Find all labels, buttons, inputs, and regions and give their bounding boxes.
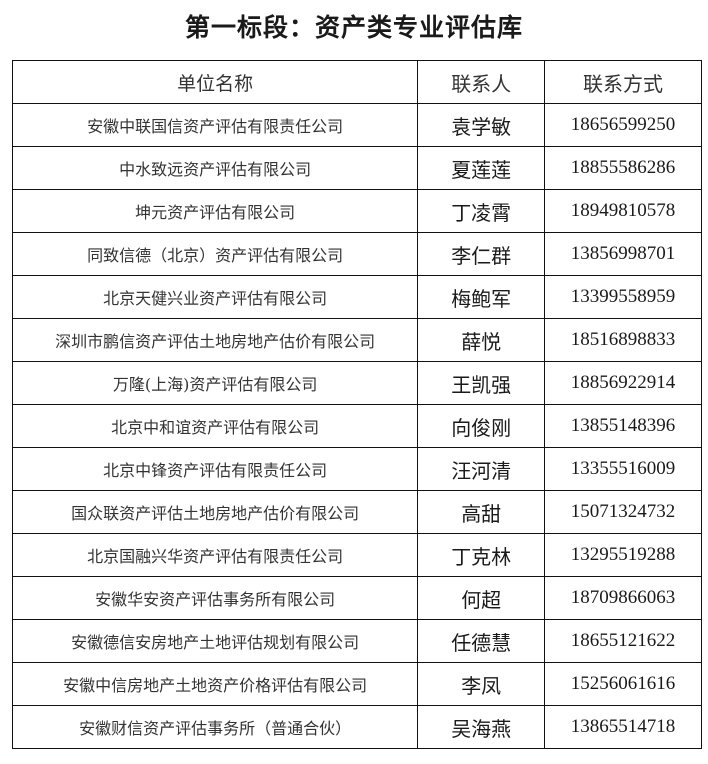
table-row: 万隆(上海)资产评估有限公司 王凯强 18856922914 bbox=[11, 361, 702, 405]
table-row: 坤元资产评估有限公司 丁凌霄 18949810578 bbox=[11, 189, 702, 233]
contact-person-cell: 吴海燕 bbox=[417, 705, 546, 749]
company-name-cell: 北京中和谊资产评估有限公司 bbox=[11, 404, 419, 448]
company-name-cell: 国众联资产评估土地房地产估价有限公司 bbox=[11, 490, 419, 534]
company-name-cell: 安徽华安资产评估事务所有限公司 bbox=[11, 576, 419, 620]
contact-phone-cell: 15256061616 bbox=[544, 662, 702, 706]
contact-phone-cell: 15071324732 bbox=[544, 490, 702, 534]
header-contact-phone: 联系方式 bbox=[544, 60, 702, 104]
contact-phone-cell: 18709866063 bbox=[544, 576, 702, 620]
company-name-cell: 安徽德信安房地产土地评估规划有限公司 bbox=[11, 619, 419, 663]
contact-person-cell: 向俊刚 bbox=[417, 404, 546, 448]
contact-person-cell: 汪河清 bbox=[417, 447, 546, 491]
company-name-cell: 万隆(上海)资产评估有限公司 bbox=[11, 361, 419, 405]
contact-person-cell: 丁凌霄 bbox=[417, 189, 546, 233]
table-row: 北京天健兴业资产评估有限公司 梅鲍军 13399558959 bbox=[11, 275, 702, 319]
table-row: 安徽中联国信资产评估有限责任公司 袁学敏 18656599250 bbox=[11, 103, 702, 147]
company-name-cell: 北京天健兴业资产评估有限公司 bbox=[11, 275, 419, 319]
contact-phone-cell: 18949810578 bbox=[544, 189, 702, 233]
contact-phone-cell: 13855148396 bbox=[544, 404, 702, 448]
contact-person-cell: 薛悦 bbox=[417, 318, 546, 362]
contact-phone-cell: 18655121622 bbox=[544, 619, 702, 663]
contact-phone-cell: 18856922914 bbox=[544, 361, 702, 405]
table-row: 安徽华安资产评估事务所有限公司 何超 18709866063 bbox=[11, 576, 702, 620]
table-row: 中水致远资产评估有限公司 夏莲莲 18855586286 bbox=[11, 146, 702, 190]
table-row: 安徽德信安房地产土地评估规划有限公司 任德慧 18655121622 bbox=[11, 619, 702, 663]
company-name-cell: 坤元资产评估有限公司 bbox=[11, 189, 419, 233]
table-row: 同致信德（北京）资产评估有限公司 李仁群 13856998701 bbox=[11, 232, 702, 276]
contact-phone-cell: 18656599250 bbox=[544, 103, 702, 147]
contact-person-cell: 夏莲莲 bbox=[417, 146, 546, 190]
table-row: 北京中锋资产评估有限责任公司 汪河清 13355516009 bbox=[11, 447, 702, 491]
contact-person-cell: 梅鲍军 bbox=[417, 275, 546, 319]
contact-phone-cell: 13399558959 bbox=[544, 275, 702, 319]
table-row: 安徽财信资产评估事务所（普通合伙） 吴海燕 13865514718 bbox=[11, 705, 702, 749]
company-name-cell: 安徽中联国信资产评估有限责任公司 bbox=[11, 103, 419, 147]
appraisal-firm-table: 单位名称 联系人 联系方式 安徽中联国信资产评估有限责任公司 袁学敏 1865659… bbox=[11, 60, 702, 749]
table-row: 深圳市鹏信资产评估土地房地产估价有限公司 薛悦 18516898833 bbox=[11, 318, 702, 362]
contact-person-cell: 王凯强 bbox=[417, 361, 546, 405]
company-name-cell: 安徽财信资产评估事务所（普通合伙） bbox=[11, 705, 419, 749]
contact-person-cell: 丁克林 bbox=[417, 533, 546, 577]
contact-phone-cell: 13295519288 bbox=[544, 533, 702, 577]
contact-phone-cell: 13865514718 bbox=[544, 705, 702, 749]
contact-phone-cell: 13856998701 bbox=[544, 232, 702, 276]
table-row: 北京国融兴华资产评估有限责任公司 丁克林 13295519288 bbox=[11, 533, 702, 577]
table-row: 国众联资产评估土地房地产估价有限公司 高甜 15071324732 bbox=[11, 490, 702, 534]
contact-person-cell: 袁学敏 bbox=[417, 103, 546, 147]
contact-person-cell: 高甜 bbox=[417, 490, 546, 534]
contact-person-cell: 任德慧 bbox=[417, 619, 546, 663]
table-header-row: 单位名称 联系人 联系方式 bbox=[11, 60, 702, 104]
contact-phone-cell: 18516898833 bbox=[544, 318, 702, 362]
company-name-cell: 北京中锋资产评估有限责任公司 bbox=[11, 447, 419, 491]
company-name-cell: 北京国融兴华资产评估有限责任公司 bbox=[11, 533, 419, 577]
table-row: 安徽中信房地产土地资产价格评估有限公司 李凤 15256061616 bbox=[11, 662, 702, 706]
page-title: 第一标段：资产类专业评估库 bbox=[184, 13, 523, 42]
contact-person-cell: 何超 bbox=[417, 576, 546, 620]
company-name-cell: 中水致远资产评估有限公司 bbox=[11, 146, 419, 190]
table-row: 北京中和谊资产评估有限公司 向俊刚 13855148396 bbox=[11, 404, 702, 448]
contact-person-cell: 李仁群 bbox=[417, 232, 546, 276]
header-company-name: 单位名称 bbox=[11, 60, 419, 104]
company-name-cell: 深圳市鹏信资产评估土地房地产估价有限公司 bbox=[11, 318, 419, 362]
header-contact-person: 联系人 bbox=[417, 60, 546, 104]
contact-person-cell: 李凤 bbox=[417, 662, 546, 706]
company-name-cell: 安徽中信房地产土地资产价格评估有限公司 bbox=[11, 662, 419, 706]
contact-phone-cell: 18855586286 bbox=[544, 146, 702, 190]
company-name-cell: 同致信德（北京）资产评估有限公司 bbox=[11, 232, 419, 276]
contact-phone-cell: 13355516009 bbox=[544, 447, 702, 491]
